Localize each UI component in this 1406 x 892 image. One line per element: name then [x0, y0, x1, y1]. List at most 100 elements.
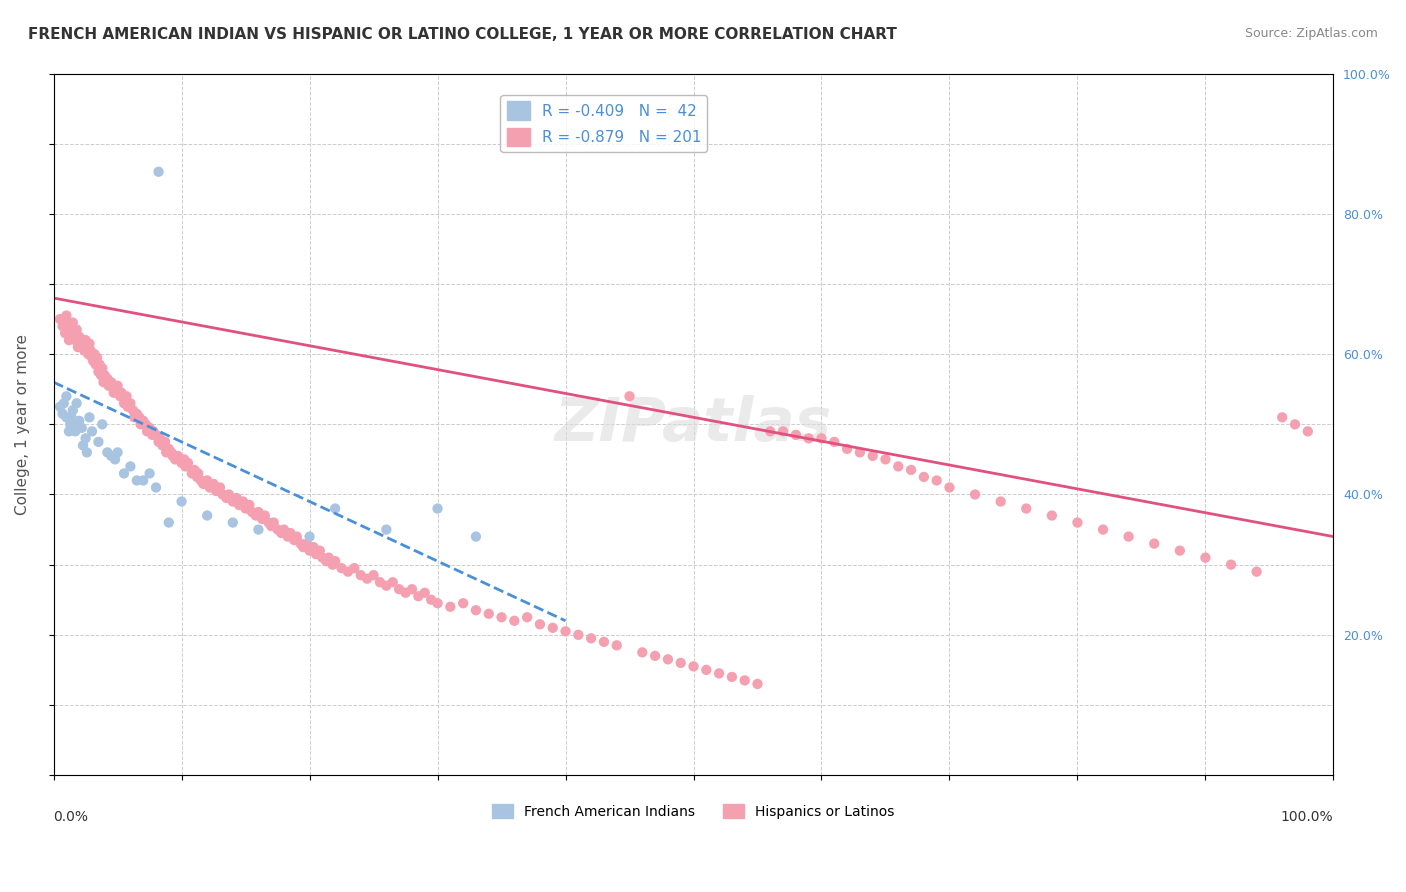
Point — [413, 585, 436, 599]
Point — [125, 474, 148, 488]
Point — [1066, 516, 1088, 530]
Point — [1220, 558, 1243, 572]
Point — [75, 431, 97, 445]
Point — [368, 575, 391, 590]
Point — [516, 610, 538, 624]
Point — [1296, 425, 1319, 439]
Point — [273, 523, 295, 537]
Point — [72, 438, 94, 452]
Point — [187, 467, 209, 481]
Point — [797, 431, 820, 445]
Point — [218, 487, 240, 501]
Point — [887, 459, 910, 474]
Point — [103, 385, 125, 400]
Point — [66, 323, 89, 337]
Point — [232, 494, 254, 508]
Point — [579, 632, 602, 646]
Point — [1194, 550, 1216, 565]
Point — [260, 519, 283, 533]
Point — [644, 648, 666, 663]
Point — [503, 614, 526, 628]
Point — [1168, 543, 1191, 558]
Point — [606, 638, 628, 652]
Point — [183, 463, 205, 477]
Point — [465, 603, 488, 617]
Point — [91, 417, 114, 432]
Point — [59, 417, 82, 432]
Point — [266, 523, 288, 537]
Point — [67, 329, 90, 343]
Point — [67, 414, 90, 428]
Point — [1015, 501, 1038, 516]
Point — [59, 323, 82, 337]
Point — [75, 333, 97, 347]
Point — [132, 474, 155, 488]
Point — [52, 319, 75, 334]
Point — [900, 463, 922, 477]
Point — [311, 550, 333, 565]
Point — [235, 501, 257, 516]
Point — [721, 670, 744, 684]
Point — [375, 579, 398, 593]
Text: 0.0%: 0.0% — [53, 810, 89, 824]
Point — [132, 414, 155, 428]
Point — [253, 508, 276, 523]
Point — [138, 421, 160, 435]
Point — [225, 491, 247, 505]
Point — [86, 351, 108, 365]
Point — [153, 434, 176, 449]
Point — [759, 425, 782, 439]
Point — [100, 449, 122, 463]
Point — [80, 425, 103, 439]
Point — [388, 582, 411, 597]
Point — [128, 410, 150, 425]
Point — [107, 445, 129, 459]
Point — [93, 376, 115, 390]
Point — [65, 425, 87, 439]
Point — [785, 428, 807, 442]
Point — [250, 512, 273, 526]
Point — [305, 547, 328, 561]
Legend: R = -0.409   N =  42, R = -0.879   N = 201: R = -0.409 N = 42, R = -0.879 N = 201 — [501, 95, 707, 153]
Point — [52, 407, 75, 421]
Point — [772, 425, 794, 439]
Point — [90, 368, 112, 383]
Text: FRENCH AMERICAN INDIAN VS HISPANIC OR LATINO COLLEGE, 1 YEAR OR MORE CORRELATION: FRENCH AMERICAN INDIAN VS HISPANIC OR LA… — [28, 27, 897, 42]
Point — [593, 635, 616, 649]
Point — [58, 333, 80, 347]
Point — [343, 561, 366, 575]
Point — [222, 516, 245, 530]
Point — [912, 470, 935, 484]
Point — [122, 410, 145, 425]
Point — [247, 505, 270, 519]
Point — [148, 165, 170, 179]
Point — [70, 421, 93, 435]
Point — [240, 505, 263, 519]
Point — [52, 396, 75, 410]
Point — [849, 445, 872, 459]
Point — [990, 494, 1012, 508]
Point — [823, 434, 845, 449]
Point — [112, 396, 135, 410]
Point — [222, 494, 245, 508]
Point — [965, 487, 987, 501]
Point — [69, 336, 91, 351]
Point — [420, 592, 443, 607]
Point — [401, 582, 423, 597]
Point — [408, 589, 430, 603]
Point — [66, 340, 89, 354]
Point — [295, 536, 318, 550]
Point — [177, 456, 200, 470]
Point — [136, 425, 159, 439]
Point — [875, 452, 897, 467]
Point — [83, 347, 105, 361]
Point — [381, 575, 404, 590]
Point — [170, 494, 193, 508]
Point — [138, 467, 160, 481]
Point — [80, 351, 103, 365]
Point — [810, 431, 832, 445]
Text: 100.0%: 100.0% — [1281, 810, 1333, 824]
Point — [1271, 410, 1294, 425]
Point — [682, 659, 704, 673]
Point — [120, 396, 142, 410]
